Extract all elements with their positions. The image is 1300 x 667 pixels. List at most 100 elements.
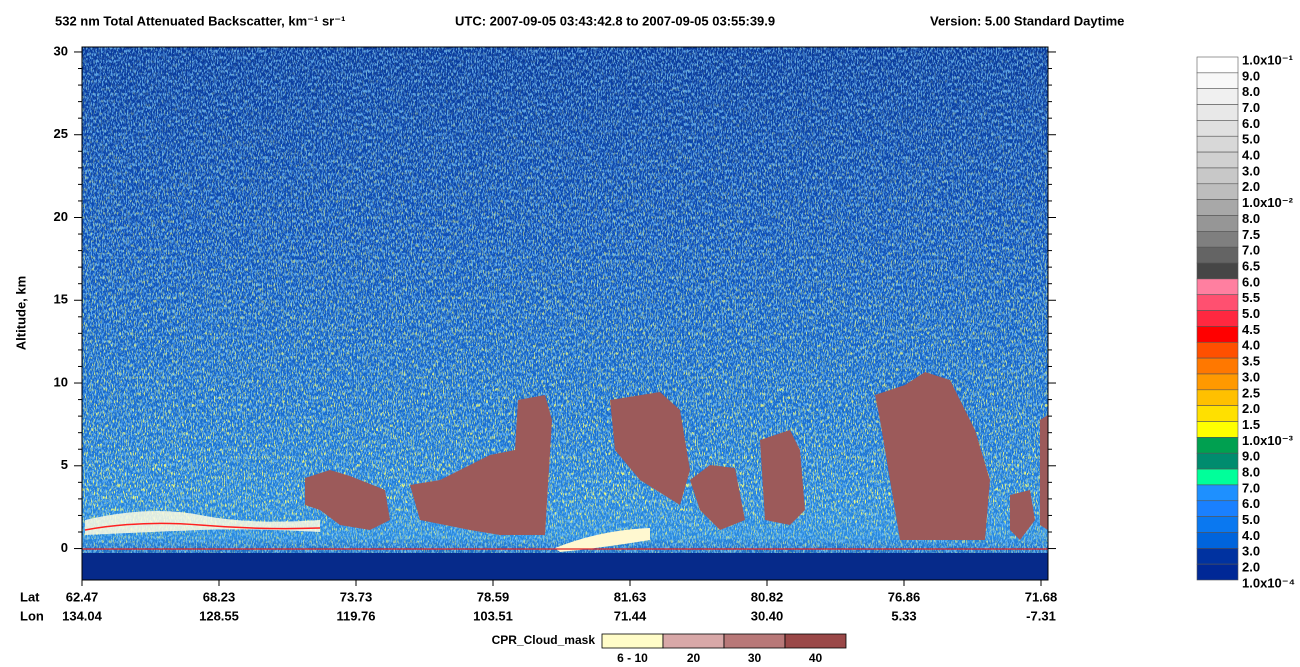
colorbar-label: 1.0x10⁻² bbox=[1242, 195, 1294, 210]
colorbar-box bbox=[1196, 516, 1239, 533]
cloud-mask-box bbox=[723, 633, 786, 649]
y-tick-label: 10 bbox=[54, 374, 68, 389]
lon-tick-label: 128.55 bbox=[199, 608, 239, 623]
lat-label: Lat bbox=[20, 589, 40, 604]
colorbar-label: 7.5 bbox=[1242, 227, 1260, 242]
colorbar-box bbox=[1196, 389, 1239, 406]
colorbar-box bbox=[1196, 373, 1239, 391]
colorbar-label: 4.0 bbox=[1242, 148, 1260, 163]
colorbar-label: 8.0 bbox=[1242, 211, 1260, 226]
ground-layer bbox=[82, 511, 1048, 552]
lat-tick-label: 81.63 bbox=[614, 589, 647, 604]
colorbar-box bbox=[1196, 135, 1239, 153]
lon-label: Lon bbox=[20, 608, 44, 623]
colorbar-label: 6.0 bbox=[1242, 116, 1260, 131]
lat-tick-label: 80.82 bbox=[751, 589, 784, 604]
colorbar-label: 8.0 bbox=[1242, 84, 1260, 99]
colorbar-box bbox=[1196, 231, 1239, 248]
colorbar-box bbox=[1196, 215, 1239, 232]
colorbar-label: 2.0 bbox=[1242, 179, 1260, 194]
colorbar-label: 3.0 bbox=[1242, 369, 1260, 384]
cloud-mask-label: 20 bbox=[687, 651, 701, 665]
colorbar-box bbox=[1196, 421, 1239, 438]
colorbar-label: 3.5 bbox=[1242, 354, 1260, 369]
colorbar-box bbox=[1196, 532, 1239, 549]
colorbar-label: 4.0 bbox=[1242, 338, 1260, 353]
colorbar-box bbox=[1196, 56, 1239, 74]
lon-tick-label: 5.33 bbox=[891, 608, 916, 623]
cloud-mask-box bbox=[601, 633, 664, 649]
colorbar-box bbox=[1196, 72, 1239, 89]
colorbar-box bbox=[1196, 326, 1239, 343]
lon-tick-label: -7.31 bbox=[1026, 608, 1056, 623]
colorbar-label: 2.0 bbox=[1242, 401, 1260, 416]
lat-tick-label: 78.59 bbox=[477, 589, 510, 604]
lon-tick-label: 71.44 bbox=[614, 608, 647, 623]
colorbar-box bbox=[1196, 246, 1239, 264]
colorbar-box bbox=[1196, 310, 1239, 327]
colorbar-box bbox=[1196, 151, 1239, 169]
y-tick-label: 0 bbox=[61, 540, 68, 555]
colorbar-box bbox=[1196, 452, 1239, 470]
colorbar-label: 2.5 bbox=[1242, 385, 1260, 400]
colorbar-label: 3.0 bbox=[1242, 163, 1260, 178]
colorbar-box bbox=[1196, 484, 1239, 502]
colorbar-box bbox=[1196, 167, 1239, 185]
colorbar-box bbox=[1196, 262, 1239, 280]
cloud-mask-box bbox=[662, 633, 725, 649]
lon-tick-label: 30.40 bbox=[751, 608, 784, 623]
colorbar-box bbox=[1196, 405, 1239, 422]
y-tick-label: 5 bbox=[61, 457, 68, 472]
colorbar-label: 5.0 bbox=[1242, 512, 1260, 527]
colorbar-box bbox=[1196, 120, 1239, 137]
colorbar-label: 5.0 bbox=[1242, 132, 1260, 147]
colorbar-label: 1.5 bbox=[1242, 417, 1260, 432]
plot-frame bbox=[81, 46, 1049, 581]
chart-title: 532 nm Total Attenuated Backscatter, km⁻… bbox=[55, 13, 345, 28]
colorbar-label: 4.5 bbox=[1242, 322, 1260, 337]
cloud-mask-label: 30 bbox=[748, 651, 762, 665]
cloud-mask-box bbox=[784, 633, 847, 649]
colorbar-box bbox=[1196, 341, 1239, 359]
colorbar-label: 7.0 bbox=[1242, 243, 1260, 258]
colorbar-label: 3.0 bbox=[1242, 544, 1260, 559]
cloud-mask-shapes bbox=[305, 372, 1048, 540]
colorbar-label: 5.5 bbox=[1242, 290, 1260, 305]
colorbar-box bbox=[1196, 278, 1239, 296]
lat-tick-label: 71.68 bbox=[1025, 589, 1058, 604]
cloud-mask-label: 40 bbox=[809, 651, 823, 665]
colorbar-label: 1.0x10⁻¹ bbox=[1242, 52, 1293, 67]
colorbar-label: 9.0 bbox=[1242, 68, 1260, 83]
lat-tick-label: 62.47 bbox=[66, 589, 99, 604]
lon-tick-label: 119.76 bbox=[336, 608, 375, 623]
colorbar-box bbox=[1196, 294, 1239, 311]
colorbar-box bbox=[1196, 437, 1239, 454]
time-range: UTC: 2007-09-05 03:43:42.8 to 2007-09-05… bbox=[455, 13, 775, 28]
colorbar-label: 7.0 bbox=[1242, 100, 1260, 115]
colorbar-box bbox=[1196, 563, 1239, 581]
cloud-mask-title: CPR_Cloud_mask bbox=[492, 633, 596, 647]
colorbar-label: 1.0x10⁻³ bbox=[1242, 433, 1294, 448]
colorbar-label: 9.0 bbox=[1242, 449, 1260, 464]
colorbar-label: 5.0 bbox=[1242, 306, 1260, 321]
colorbar-box bbox=[1196, 548, 1239, 565]
y-tick-label: 25 bbox=[54, 126, 68, 141]
lat-tick-label: 73.73 bbox=[340, 589, 373, 604]
colorbar-label: 6.5 bbox=[1242, 258, 1260, 273]
colorbar-label: 8.0 bbox=[1242, 464, 1260, 479]
colorbar-label: 7.0 bbox=[1242, 480, 1260, 495]
colorbar-label: 6.0 bbox=[1242, 496, 1260, 511]
colorbar-box bbox=[1196, 357, 1239, 375]
version: Version: 5.00 Standard Daytime bbox=[930, 13, 1124, 28]
lon-tick-label: 103.51 bbox=[473, 608, 513, 623]
colorbar-box bbox=[1196, 104, 1239, 121]
colorbar-box bbox=[1196, 183, 1239, 200]
colorbar-box bbox=[1196, 500, 1239, 517]
y-axis-label: Altitude, km bbox=[13, 276, 28, 350]
y-tick-label: 30 bbox=[54, 43, 68, 58]
colorbar-label: 4.0 bbox=[1242, 528, 1260, 543]
colorbar-box bbox=[1196, 468, 1239, 486]
plot-background bbox=[82, 47, 1048, 580]
y-tick-label: 15 bbox=[54, 292, 68, 307]
